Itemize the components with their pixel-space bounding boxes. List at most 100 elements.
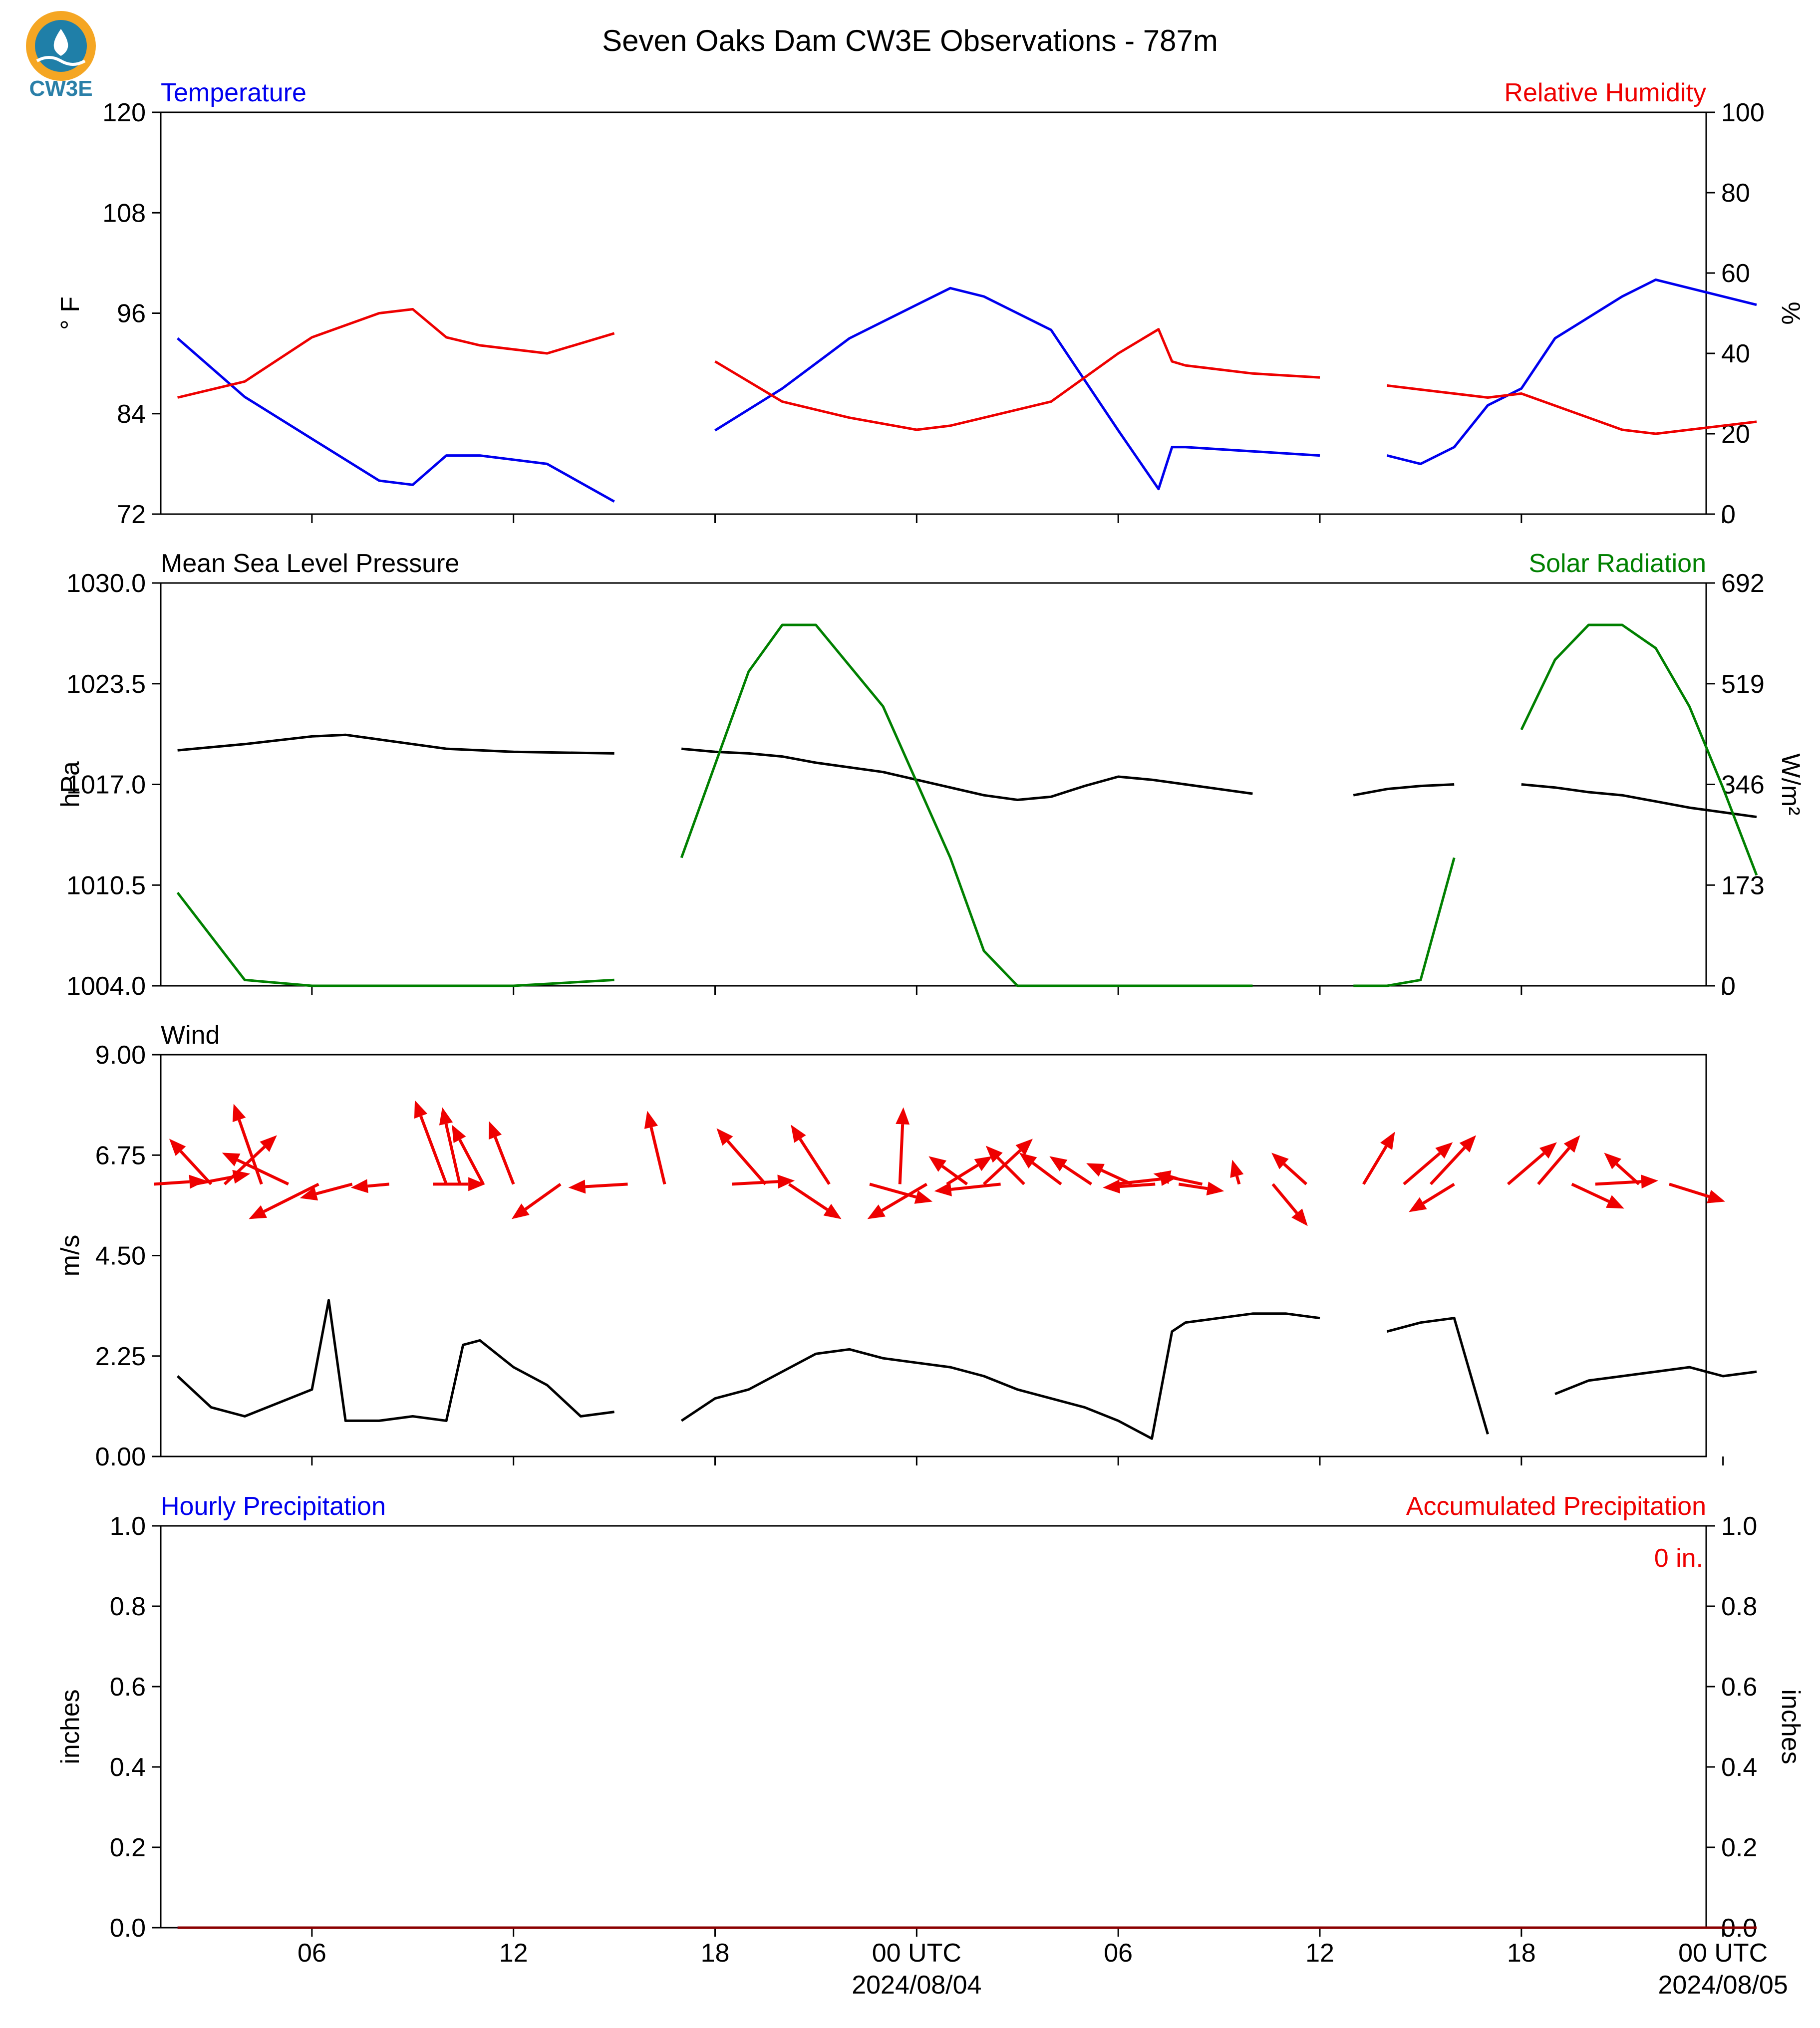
wind-arrow-shaft [1062, 1164, 1092, 1185]
wind-arrow [1669, 1182, 1725, 1203]
wind-arrow-head [1291, 1208, 1308, 1226]
wind-arrow [1271, 1153, 1308, 1185]
y-axis-label-left: inches [56, 1689, 85, 1764]
wind-arrow-shaft [951, 1182, 1001, 1191]
series-relative-humidity [177, 308, 1757, 435]
wind-arrow-shaft [881, 1182, 928, 1212]
wind-arrow [1271, 1183, 1308, 1226]
wind-arrow [867, 1182, 928, 1219]
accumulated-precip-value: 0 in. [1654, 1544, 1703, 1573]
wind-arrow-head [232, 1104, 246, 1123]
wind-arrow-shaft [237, 1159, 290, 1186]
wind-arrow [1403, 1142, 1453, 1185]
y-tick-label-left: 1030.0 [66, 569, 146, 598]
wind-arrow [644, 1111, 666, 1185]
wind-arrow-head [300, 1187, 318, 1201]
wind-arrow-head [1103, 1179, 1121, 1194]
wind-arrow-shaft [1032, 1161, 1062, 1185]
wind-arrow-shaft [1115, 1177, 1161, 1186]
wind-arrow-head [1539, 1142, 1557, 1159]
wind-arrow [732, 1174, 795, 1189]
wind-arrow [433, 1177, 486, 1191]
wind-arrow-head [716, 1128, 733, 1146]
wind-arrow-head [350, 1179, 368, 1193]
wind-arrow-shaft [1101, 1168, 1133, 1186]
wind-arrow [1537, 1135, 1580, 1185]
wind-arrow-shaft [1283, 1162, 1308, 1185]
wind-arrow-head [1206, 1181, 1224, 1196]
wind-arrow [439, 1107, 461, 1185]
x-axis-labels: 06 12 18 00 UTC 06 12 18 00 UTC 2024/08/04 2024/0… [298, 1939, 1788, 2000]
wind-arrow-head [1015, 1139, 1033, 1156]
wind-arrow-head [1049, 1156, 1068, 1171]
wind-arrow-head [1604, 1153, 1622, 1169]
wind-arrow-shaft [649, 1127, 666, 1185]
y-tick-label-right: 346 [1721, 771, 1765, 800]
y-tick-label-right: 0.8 [1721, 1592, 1757, 1621]
wind-arrow-head [1563, 1135, 1580, 1153]
y-tick-label-left: 1004.0 [66, 972, 146, 1001]
panel-wind: Wind 0.00 2.25 4.50 6.75 9.00 m/s [56, 1021, 1757, 1471]
x-tick-label: 06 [1104, 1939, 1133, 1968]
wind-arrow [982, 1139, 1033, 1185]
plot-frame [160, 1054, 1707, 1457]
wind-arrow-head [985, 1146, 1003, 1163]
wind-arrow-head [644, 1111, 658, 1129]
wind-arrow-shaft [1235, 1175, 1241, 1185]
wind-arrow-head [452, 1125, 466, 1143]
wind-arrow-head [1641, 1174, 1658, 1189]
y-tick-label-left: 0.6 [110, 1673, 146, 1702]
y-tick-label-left: 96 [117, 299, 146, 328]
y-tick-label-left: 0.4 [110, 1753, 146, 1782]
y-tick-label-right: 80 [1721, 179, 1750, 208]
wind-arrow [1049, 1156, 1092, 1185]
y-axis-label-right: % [1776, 301, 1805, 324]
wind-arrow-head [232, 1169, 251, 1184]
y-tick-label-right: 0.6 [1721, 1673, 1757, 1702]
wind-arrow-head [511, 1203, 530, 1219]
wind-arrow-head [1606, 1195, 1624, 1209]
panel-temperature-humidity: Temperature Relative Humidity 72 84 96 108 120… [56, 78, 1805, 529]
wind-arrow [1604, 1153, 1640, 1185]
wind-arrow-shaft [419, 1116, 448, 1185]
cw3e-logo: CW3E [26, 11, 96, 101]
wind-arrow-shaft [1669, 1182, 1710, 1198]
wind-arrow-head [1086, 1163, 1105, 1177]
wind-arrow [1086, 1163, 1133, 1186]
x-tick-label: 12 [499, 1939, 528, 1968]
x-tick-label: 18 [701, 1939, 730, 1968]
y-tick-label-right: 100 [1721, 98, 1765, 127]
panel-title-right: Accumulated Precipitation [1406, 1492, 1706, 1521]
y-tick-label-right: 173 [1721, 871, 1765, 900]
y-axis-label-left: m/s [56, 1235, 85, 1277]
wind-arrow [169, 1139, 213, 1185]
y-tick-label-left: 1023.5 [66, 670, 146, 699]
wind-arrow [985, 1146, 1025, 1185]
wind-arrow [222, 1153, 290, 1186]
wind-arrow [350, 1179, 389, 1193]
wind-arrow-shaft [238, 1119, 263, 1185]
wind-arrow [1362, 1132, 1395, 1185]
wind-arrow-shaft [941, 1164, 968, 1185]
wind-arrow-head [189, 1174, 207, 1189]
plot-frame [160, 1525, 1707, 1929]
wind-arrow-head [1435, 1142, 1453, 1159]
wind-arrow [568, 1179, 628, 1194]
wind-arrow-shaft [367, 1182, 389, 1188]
wind-arrow-shaft [1595, 1180, 1642, 1186]
x-date-label: 2024/08/04 [852, 1971, 981, 2000]
y-tick-label-left: 0.8 [110, 1592, 146, 1621]
wind-arrow [511, 1182, 562, 1219]
wind-arrow-shaft [1170, 1175, 1203, 1186]
y-tick-label-right: 692 [1721, 569, 1765, 598]
wind-arrow-head [1707, 1189, 1725, 1203]
y-tick-label-left: 0.2 [110, 1833, 146, 1862]
wind-arrow-head [1271, 1153, 1289, 1169]
y-tick-label-left: 0.0 [110, 1914, 146, 1943]
wind-arrow-head [928, 1156, 947, 1172]
wind-arrow-shaft [1571, 1182, 1610, 1203]
wind-arrow-head [914, 1190, 933, 1204]
y-tick-label-left: 9.00 [95, 1041, 146, 1070]
y-tick-label-right: 40 [1721, 339, 1750, 368]
